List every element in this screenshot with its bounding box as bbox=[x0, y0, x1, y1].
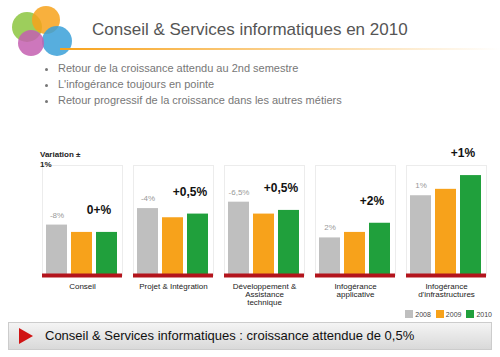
svg-text:Infogéranced'infrastructures: Infogéranced'infrastructures bbox=[418, 282, 475, 299]
html-text:Retour de la croissance attend: Retour de la croissance attendu au 2nd s… bbox=[58, 62, 299, 74]
svg-text:+1%: +1% bbox=[451, 146, 476, 160]
html-text:Variation ± 1%: Variation ± 1% bbox=[40, 150, 81, 169]
html-text:2009: 2009 bbox=[445, 310, 462, 318]
svg-text:1%: 1% bbox=[415, 181, 427, 190]
svg-text:Conseil: Conseil bbox=[69, 282, 96, 291]
html-text:Retour progressif de la croiss: Retour progressif de la croissance dans … bbox=[58, 94, 342, 106]
svg-text:2%: 2% bbox=[324, 223, 336, 232]
svg-text:+0,5%: +0,5% bbox=[173, 185, 208, 199]
html-text:Conseil & Services informatiqu: Conseil & Services informatiques : crois… bbox=[45, 328, 415, 343]
html-text:L'infogérance toujours en poin: L'infogérance toujours en pointe bbox=[58, 78, 215, 90]
svg-text:+2%: +2% bbox=[360, 194, 385, 208]
svg-text:-4%: -4% bbox=[141, 194, 155, 203]
svg-text:-8%: -8% bbox=[50, 211, 64, 220]
html-text:2008: 2008 bbox=[415, 310, 431, 318]
html-text:Conseil & Services informatiqu: Conseil & Services informatiques en 2010 bbox=[92, 20, 408, 39]
svg-text:-6,5%: -6,5% bbox=[229, 188, 250, 197]
svg-text:Infogéranceapplicative: Infogéranceapplicative bbox=[334, 282, 377, 299]
svg-text:Projet & Intégration: Projet & Intégration bbox=[139, 282, 207, 291]
svg-text:+0,5%: +0,5% bbox=[264, 181, 299, 195]
svg-text:0+%: 0+% bbox=[87, 203, 112, 217]
html-text:2010: 2010 bbox=[476, 310, 492, 318]
svg-text:Développement &Assistancetechn: Développement &Assistancetechnique bbox=[233, 282, 297, 307]
